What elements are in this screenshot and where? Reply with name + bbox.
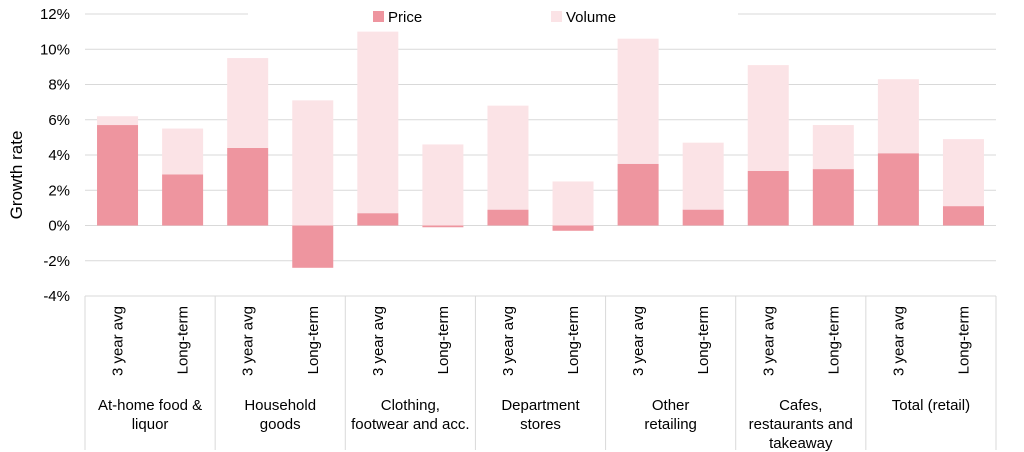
bar-volume xyxy=(747,65,789,171)
x-group-label: Department xyxy=(501,397,580,414)
bar-volume xyxy=(617,38,659,164)
bar-price xyxy=(552,225,594,231)
x-subcategory-label: 3 year avg xyxy=(630,306,647,376)
x-subcategory-label: Long-term xyxy=(305,306,322,374)
bar-volume xyxy=(227,58,269,148)
bar-volume xyxy=(422,144,464,226)
bar-volume xyxy=(97,116,139,126)
bar-price xyxy=(617,163,659,226)
bar-price xyxy=(747,170,789,226)
bar-price xyxy=(877,153,919,226)
gridlines xyxy=(85,13,996,297)
y-tick-label: -4% xyxy=(43,288,70,305)
y-axis-label: Growth rate xyxy=(7,131,26,220)
legend-label: Price xyxy=(388,9,422,26)
x-subcategory-label: 3 year avg xyxy=(760,306,777,376)
bar-price xyxy=(682,209,724,226)
y-tick-label: 0% xyxy=(48,218,70,235)
bar-price xyxy=(357,213,399,226)
x-subcategory-label: Long-term xyxy=(565,306,582,374)
bar-price xyxy=(812,169,854,226)
y-tick-label: 10% xyxy=(40,41,70,58)
x-group-label: Cafes, xyxy=(779,397,822,414)
legend-swatch xyxy=(551,11,562,22)
y-tick-label: 12% xyxy=(40,6,70,23)
bar-volume xyxy=(162,128,204,175)
x-group-label: Other xyxy=(652,397,690,414)
x-group-label: restaurants and xyxy=(749,416,853,433)
x-subcategory-label: 3 year avg xyxy=(110,306,127,376)
bar-price xyxy=(162,174,204,226)
x-subcategory-label: 3 year avg xyxy=(370,306,387,376)
bar-volume xyxy=(552,181,594,226)
bar-price xyxy=(487,209,529,226)
x-subcategory-label: Long-term xyxy=(825,306,842,374)
bars xyxy=(97,31,984,268)
x-subcategory-label: 3 year avg xyxy=(240,306,257,376)
bar-price xyxy=(292,225,334,268)
bar-price xyxy=(422,225,464,228)
y-tick-label: 6% xyxy=(48,112,70,129)
bar-volume xyxy=(357,31,399,214)
bar-volume xyxy=(877,79,919,154)
bar-volume xyxy=(292,100,334,226)
x-group-label: At-home food & xyxy=(98,397,202,414)
x-group-label: goods xyxy=(260,416,301,433)
bar-volume xyxy=(487,105,529,210)
bar-price xyxy=(227,147,269,226)
x-group-label: takeaway xyxy=(769,435,833,452)
y-tick-label: 4% xyxy=(48,147,70,164)
bar-volume xyxy=(682,142,724,210)
x-subcategory-label: Long-term xyxy=(695,306,712,374)
bar-volume xyxy=(812,125,854,170)
legend-label: Volume xyxy=(566,9,616,26)
legend-background xyxy=(248,4,738,30)
x-subcategory-label: Long-term xyxy=(955,306,972,374)
legend-swatch xyxy=(373,11,384,22)
y-axis: -4% -2% 0% 2% 4% 6% 8% 10% 12% xyxy=(40,6,70,305)
bar-volume xyxy=(942,139,984,207)
y-tick-label: -2% xyxy=(43,253,70,270)
x-subcategory-label: 3 year avg xyxy=(890,306,907,376)
bar-price xyxy=(942,206,984,226)
x-group-label: Clothing, xyxy=(381,397,440,414)
y-tick-label: 8% xyxy=(48,77,70,94)
bar-price xyxy=(97,125,139,226)
x-group-label: footwear and acc. xyxy=(351,416,469,433)
x-group-label: retailing xyxy=(644,416,697,433)
x-group-label: liquor xyxy=(132,416,169,433)
x-subcategory-label: 3 year avg xyxy=(500,306,517,376)
x-subcategory-label: Long-term xyxy=(435,306,452,374)
x-axis: 3 year avg Long-term 3 year avg Long-term 3 … xyxy=(84,296,997,452)
y-tick-label: 2% xyxy=(48,182,70,199)
x-group-label: stores xyxy=(520,416,561,433)
x-group-label: Household xyxy=(244,397,316,414)
x-group-label: Total (retail) xyxy=(892,397,970,414)
legend: Price Volume xyxy=(248,4,738,30)
x-subcategory-label: Long-term xyxy=(175,306,192,374)
